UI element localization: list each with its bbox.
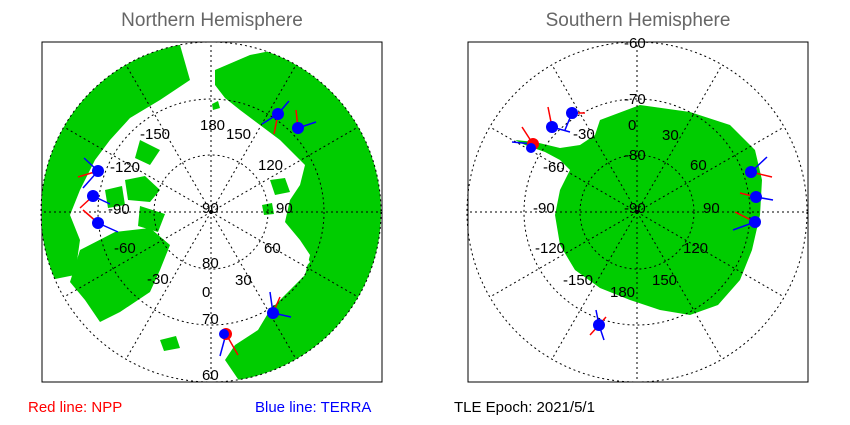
south-lon-label: 60 xyxy=(690,157,707,174)
north-lon-label: -90 xyxy=(108,201,130,218)
station-marker xyxy=(745,156,773,178)
station-marker xyxy=(739,191,774,203)
north-map: 180 150 120 90 60 30 0 -30 -60 -90 -120 … xyxy=(40,41,383,384)
south-lon-label: 90 xyxy=(703,200,720,217)
legend-terra: Blue line: TERRA xyxy=(255,399,372,416)
south-lon-label: -90 xyxy=(533,200,555,217)
south-lat-label: -90 xyxy=(624,200,646,217)
north-lon-label: -30 xyxy=(147,271,169,288)
south-lat-label: -70 xyxy=(624,91,646,108)
station-marker xyxy=(267,291,292,319)
south-lon-label: 150 xyxy=(652,272,677,289)
north-lon-label: 90 xyxy=(276,200,293,217)
station-marker xyxy=(82,209,119,233)
north-lat-label: 90 xyxy=(202,200,219,217)
south-meridians xyxy=(467,42,807,382)
north-lon-label: -150 xyxy=(140,126,170,143)
south-lat-label: -80 xyxy=(624,147,646,164)
south-station-markers xyxy=(511,106,774,341)
station-marker xyxy=(589,309,607,341)
tle-epoch: TLE Epoch: 2021/5/1 xyxy=(454,399,595,416)
south-lon-label: 30 xyxy=(662,127,679,144)
station-marker xyxy=(77,157,104,189)
south-lat-label: -60 xyxy=(624,35,646,52)
south-lon-label: 180 xyxy=(610,284,635,301)
north-lat-label: 60 xyxy=(202,367,219,384)
south-lon-label: -60 xyxy=(543,159,565,176)
station-marker xyxy=(261,100,290,135)
station-marker xyxy=(219,328,239,357)
north-lon-label: -120 xyxy=(110,159,140,176)
south-map-title: Southern Hemisphere xyxy=(545,10,731,31)
south-lon-label: 0 xyxy=(628,117,636,134)
legend-npp: Red line: NPP xyxy=(28,399,123,416)
north-lon-label: 60 xyxy=(264,240,281,257)
north-map-title: Northern Hemisphere xyxy=(121,10,303,31)
north-lon-label: 180 xyxy=(200,117,225,134)
north-lon-label: 120 xyxy=(258,157,283,174)
north-meridians xyxy=(41,42,381,382)
north-station-markers xyxy=(77,100,317,357)
station-marker xyxy=(79,190,111,209)
north-lat-label: 70 xyxy=(202,311,219,328)
station-marker xyxy=(546,106,571,133)
south-landmass xyxy=(515,105,762,315)
south-lon-label: 120 xyxy=(683,240,708,257)
north-lon-label: 0 xyxy=(202,284,210,301)
south-lon-label: -150 xyxy=(563,272,593,289)
south-map: 0 30 60 90 120 150 180 -150 -120 -90 -60… xyxy=(466,35,809,383)
south-lon-label: -30 xyxy=(573,126,595,143)
station-marker xyxy=(292,109,317,134)
north-lon-label: 30 xyxy=(235,272,252,289)
north-outer-circle xyxy=(40,41,382,383)
north-lon-label: -60 xyxy=(114,240,136,257)
south-outer-circle xyxy=(466,41,808,383)
south-lon-label: -120 xyxy=(535,240,565,257)
north-lat-label: 80 xyxy=(202,255,219,272)
north-lon-label: 150 xyxy=(226,126,251,143)
station-marker xyxy=(732,211,761,231)
station-marker xyxy=(511,126,539,153)
station-marker xyxy=(564,107,585,131)
